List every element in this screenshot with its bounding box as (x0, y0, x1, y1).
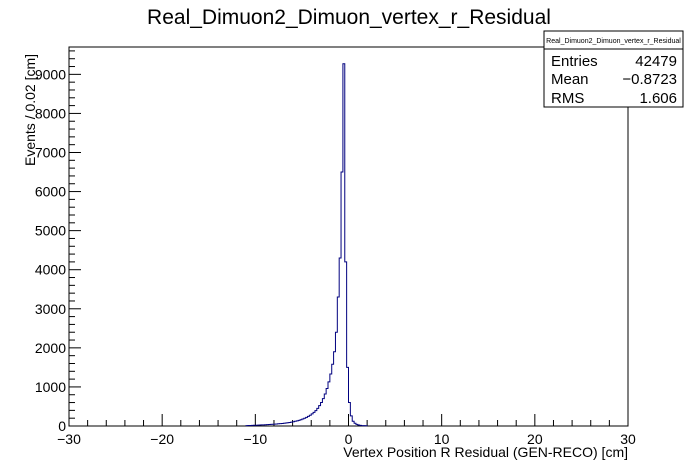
stats-rms-value: 1.606 (639, 90, 677, 107)
x-tick-label: 10 (434, 431, 450, 447)
y-axis: 0 1000 2000 3000 4000 5000 6000 7000 8000 9000 (35, 50, 81, 434)
y-tick-label: 6000 (35, 184, 66, 200)
stats-mean-label: Mean (551, 71, 589, 88)
histogram-series (245, 63, 368, 427)
stats-mean-value: −0.8723 (622, 71, 677, 88)
y-tick-label: 2000 (35, 340, 66, 356)
x-tick-label: 30 (620, 431, 636, 447)
y-tick-label: 3000 (35, 301, 66, 317)
x-tick-label: −20 (150, 431, 174, 447)
x-tick-label: −30 (57, 431, 81, 447)
y-tick-label: 9000 (35, 66, 66, 82)
y-tick-label: 8000 (35, 105, 66, 121)
y-tick-label: 1000 (35, 379, 66, 395)
stats-box-title: Real_Dimuon2_Dimuon_vertex_r_Residual (546, 38, 681, 45)
y-axis-label: Events / 0.02 [cm] (22, 54, 38, 166)
y-tick-label: 0 (58, 418, 66, 434)
stats-entries-value: 42479 (635, 53, 677, 70)
y-tick-label: 5000 (35, 223, 66, 239)
x-axis-label: Vertex Position R Residual (GEN-RECO) [c… (343, 444, 628, 460)
x-axis: −30 −20 −10 0 10 20 30 (57, 414, 636, 447)
x-tick-label: −10 (243, 431, 267, 447)
x-tick-label: 20 (527, 431, 543, 447)
stats-box: Real_Dimuon2_Dimuon_vertex_r_Residual En… (543, 30, 684, 108)
x-tick-label: 0 (345, 431, 353, 447)
chart-title: Real_Dimuon2_Dimuon_vertex_r_Residual (147, 6, 551, 29)
stats-box-frame (543, 30, 684, 108)
stats-rms-label: RMS (551, 90, 584, 107)
y-tick-label: 7000 (35, 144, 66, 160)
y-tick-label: 4000 (35, 262, 66, 278)
stats-entries-label: Entries (551, 53, 598, 70)
